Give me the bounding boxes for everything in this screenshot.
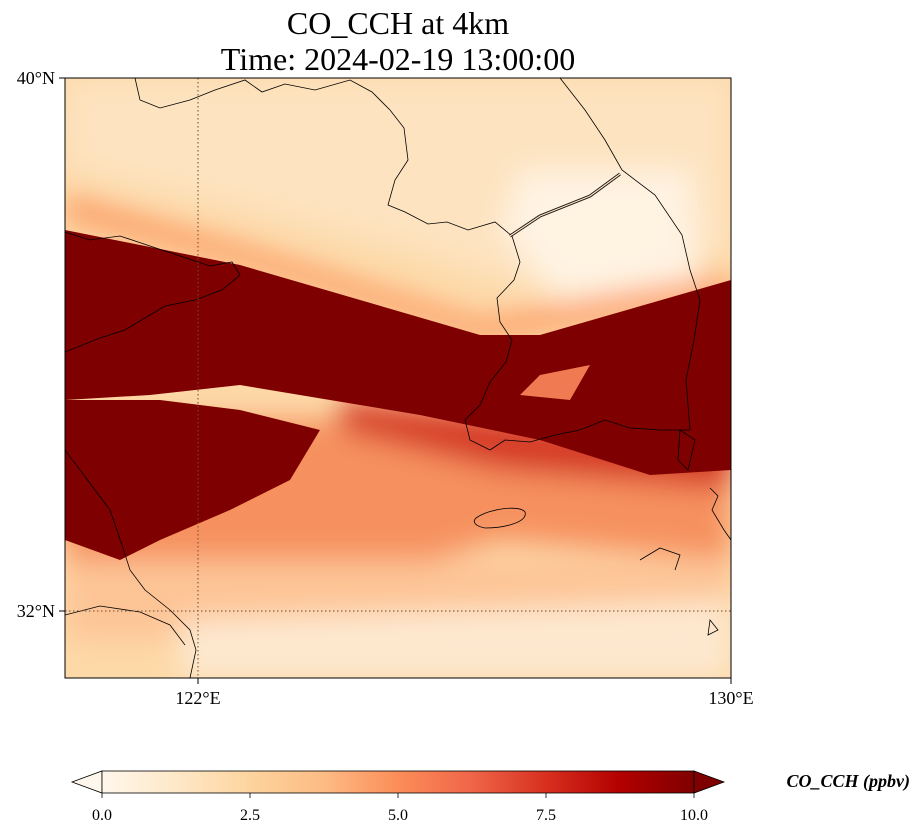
colorbar-extend-low bbox=[70, 770, 103, 794]
chart-title-line1: CO_CCH at 4km bbox=[286, 5, 510, 41]
field-lowest-korea bbox=[500, 170, 700, 300]
colorbar-ticks bbox=[101, 793, 695, 798]
coast-china-east bbox=[65, 449, 197, 678]
coast-yangtze bbox=[65, 605, 186, 646]
coast-korea-south bbox=[489, 419, 690, 451]
colorbar-tick-label: 7.5 bbox=[536, 807, 556, 824]
colorbar-body bbox=[101, 770, 695, 794]
lon-tick-label: 122°E bbox=[175, 688, 220, 708]
field-low-south bbox=[180, 600, 731, 678]
lat-tick-label: 40°N bbox=[17, 68, 55, 88]
coastlines bbox=[65, 78, 731, 678]
plume-south-lobe bbox=[65, 400, 320, 560]
colorbar-title: CO_CCH (ppbv) bbox=[787, 771, 911, 792]
plume-eyelet bbox=[520, 365, 590, 400]
lon-tick-label: 130°E bbox=[708, 688, 753, 708]
colorbar: 0.0 2.5 5.0 7.5 10.0 CO_CCH (ppbv) bbox=[70, 770, 911, 824]
colorbar-tick-label: 10.0 bbox=[680, 807, 708, 824]
map-frame bbox=[64, 77, 732, 679]
field-orange-north-edge bbox=[65, 195, 731, 340]
plume-main bbox=[65, 230, 731, 475]
colorbar-tick-label: 0.0 bbox=[92, 807, 112, 824]
coast-korea-east bbox=[559, 78, 701, 431]
heatmap-field bbox=[65, 78, 731, 678]
jeju-island bbox=[473, 507, 526, 529]
colorbar-tick-label: 2.5 bbox=[240, 807, 260, 824]
colorbar-tick-label: 5.0 bbox=[388, 807, 408, 824]
gridlines bbox=[65, 78, 731, 678]
colorbar-extend-high bbox=[693, 770, 726, 794]
coast-japan-islets bbox=[639, 429, 719, 636]
coast-liaodong bbox=[134, 78, 521, 451]
lat-tick-label: 32°N bbox=[17, 601, 55, 621]
chart-title-line2: Time: 2024-02-19 13:00:00 bbox=[220, 41, 576, 77]
border-china-korea-inner bbox=[509, 173, 621, 237]
coast-japan bbox=[709, 487, 731, 541]
coast-china-north bbox=[65, 231, 241, 353]
axis-ticks: 40°N 32°N 122°E 130°E bbox=[17, 68, 754, 708]
